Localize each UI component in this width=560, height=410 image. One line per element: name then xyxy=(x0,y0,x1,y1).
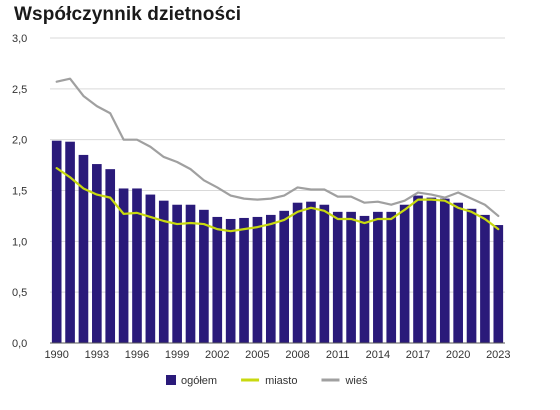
y-tick-label: 0,0 xyxy=(12,338,27,350)
bar xyxy=(158,200,169,343)
bar xyxy=(306,201,316,343)
x-tick-label: 2002 xyxy=(205,349,229,361)
bar xyxy=(252,216,263,343)
bar xyxy=(279,210,290,343)
bar-layer xyxy=(51,140,504,343)
legend-label-miasto: miasto xyxy=(265,375,297,387)
legend: ogółem miasto wieś xyxy=(166,375,368,387)
x-tick-label: 2005 xyxy=(245,349,269,361)
x-tick-label: 2023 xyxy=(486,349,510,361)
bar xyxy=(145,194,156,343)
bar xyxy=(78,154,89,343)
bar xyxy=(453,202,463,343)
bar xyxy=(118,188,129,343)
y-tick-label: 1,5 xyxy=(12,186,27,198)
bar xyxy=(413,195,423,343)
bar xyxy=(292,202,303,343)
bar xyxy=(199,209,209,343)
bar xyxy=(373,211,383,343)
bar xyxy=(239,217,249,343)
legend-label-wieś: wieś xyxy=(344,375,368,387)
x-tick-label: 2017 xyxy=(406,349,430,361)
bar xyxy=(359,215,370,343)
x-tick-label: 1990 xyxy=(44,349,68,361)
series-line-miasto xyxy=(55,167,500,233)
bar xyxy=(332,211,343,343)
bar xyxy=(346,211,356,343)
bar xyxy=(132,188,142,343)
bar xyxy=(319,204,330,343)
bar xyxy=(493,225,504,343)
axis-layer: 0,0 0,5 1,0 1,5 2,0 2,5 3,0 1990 1993 1996 1999 200… xyxy=(12,33,511,361)
bar xyxy=(225,218,236,343)
y-tick-label: 2,5 xyxy=(12,84,27,96)
legend-label-ogółem: ogółem xyxy=(181,375,217,387)
bar xyxy=(466,208,477,343)
bar xyxy=(212,216,223,343)
x-tick-label: 1999 xyxy=(165,349,189,361)
legend-swatch-ogółem xyxy=(166,375,176,385)
bar xyxy=(265,214,276,343)
x-tick-label: 2014 xyxy=(366,349,390,361)
x-tick-label: 2011 xyxy=(326,349,350,361)
bar xyxy=(185,204,196,343)
x-tick-label: 1993 xyxy=(85,349,109,361)
bar xyxy=(399,204,410,343)
x-tick-label: 2008 xyxy=(285,349,309,361)
bar xyxy=(439,198,450,343)
chart-title: Współczynnik dzietności xyxy=(14,4,242,25)
x-tick-label: 1996 xyxy=(125,349,149,361)
bar xyxy=(105,169,116,343)
bar xyxy=(51,140,62,343)
line-layer xyxy=(55,77,500,233)
x-tick-label: 2020 xyxy=(446,349,470,361)
y-tick-label: 2,0 xyxy=(12,135,27,147)
bar xyxy=(480,214,490,343)
bar xyxy=(92,164,102,343)
series-line-wieś xyxy=(55,77,500,218)
bar xyxy=(65,141,75,343)
bar xyxy=(172,204,182,343)
y-tick-label: 0,5 xyxy=(12,287,27,299)
y-tick-label: 3,0 xyxy=(12,33,27,45)
y-tick-label: 1,0 xyxy=(12,236,27,248)
bar xyxy=(426,197,437,343)
grid-layer xyxy=(50,37,505,344)
bar xyxy=(386,211,397,343)
